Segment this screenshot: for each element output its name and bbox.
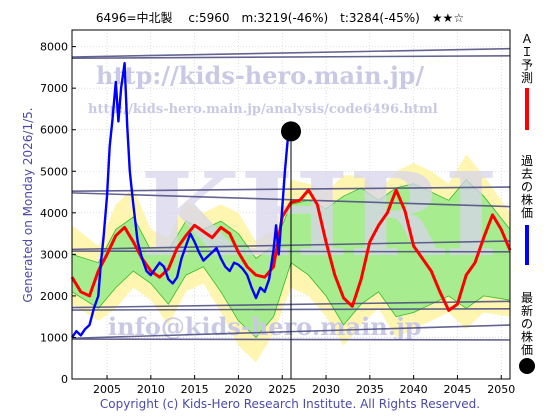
legend-char: Ｉ [521, 45, 533, 59]
legend-char: 価 [521, 206, 533, 220]
axes: 0 1000 2000 3000 4000 5000 6000 7000 8000 2005 201… [40, 41, 515, 396]
legend-char: の [521, 180, 533, 194]
latest-price-dot [281, 121, 301, 142]
history-line [71, 62, 293, 339]
legend-char: 測 [521, 71, 533, 85]
legend-char: 新 [521, 303, 533, 318]
reference-line [71, 54, 511, 60]
x-tick-label: 2015 [181, 383, 209, 396]
plot-frame [71, 29, 511, 380]
y-tick-label: 4000 [40, 207, 68, 220]
reference-line [71, 47, 511, 58]
x-tick-label: 2045 [443, 383, 471, 396]
x-tick-label: 2035 [356, 383, 384, 396]
x-tick-label: 2030 [312, 383, 340, 396]
x-tick-label: 2010 [137, 383, 165, 396]
watermarks: KHRI http://kids-hero.main.jp/ http://ki… [88, 61, 498, 341]
legend-char: 予 [521, 58, 533, 72]
x-tick-label: 2020 [224, 383, 252, 396]
generated-date-label: Generated on Monday 2026/1/5. [21, 107, 35, 302]
legend-char: 去 [521, 167, 533, 181]
y-tick-label: 6000 [40, 124, 68, 137]
y-tick-label: 3000 [40, 248, 68, 261]
markers [281, 121, 301, 379]
copyright-text: Copyright (c) Kids-Hero Research Institu… [100, 397, 480, 411]
y-tick-label: 5000 [40, 165, 68, 178]
y-tick-label: 0 [61, 373, 68, 386]
legend-char: の [521, 317, 533, 331]
x-tick-label: 2005 [93, 383, 121, 396]
y-tick-label: 7000 [40, 82, 68, 95]
legend-char: 価 [521, 343, 533, 357]
x-tick-label: 2050 [487, 383, 515, 396]
watermark-url-main: http://kids-hero.main.jp/ [96, 61, 424, 90]
legend-char: 株 [521, 329, 533, 344]
y-tick-label: 8000 [40, 41, 68, 54]
x-tick-label: 2025 [268, 383, 296, 396]
chart-title: 6496=中北製 c:5960 m:3219(-46%) t:3284(-45%… [96, 10, 464, 25]
x-tick-label: 2040 [400, 383, 428, 396]
watermark-email: info@kids-hero.main.jp [108, 312, 422, 341]
legend-char: Ａ [521, 32, 533, 46]
y-tick-label: 1000 [40, 331, 68, 344]
watermark-url-analysis: http://kids-hero.main.jp/analysis/code64… [88, 102, 438, 117]
legend-char: 株 [521, 192, 533, 207]
legend-char: 最 [521, 291, 533, 305]
legend-latest-dot [519, 358, 535, 374]
y-tick-label: 2000 [40, 290, 68, 303]
legend-char: 過 [521, 154, 533, 168]
